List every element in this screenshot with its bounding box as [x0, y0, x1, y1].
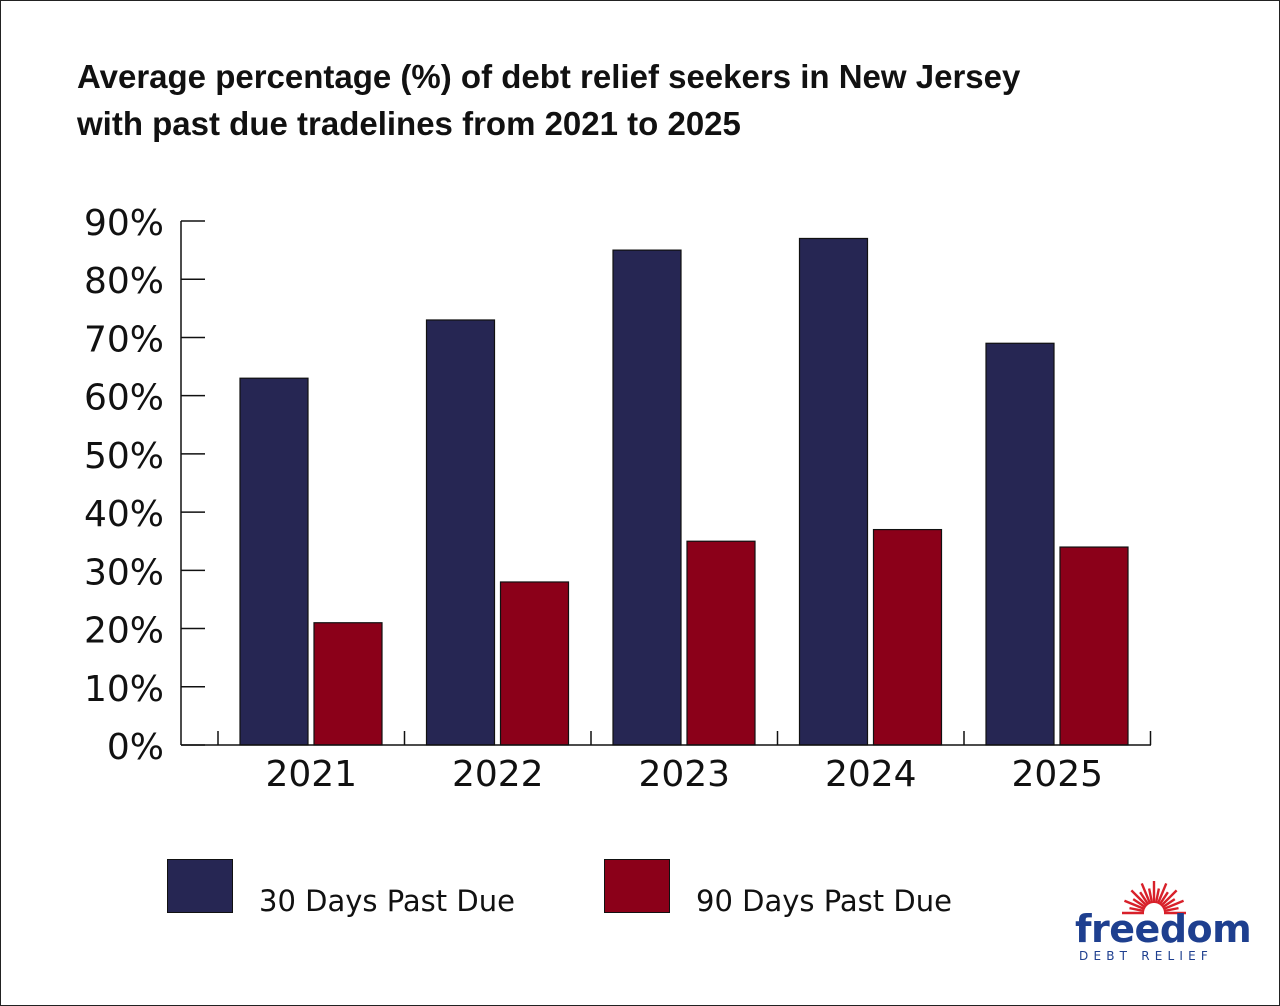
sun-ray — [1162, 899, 1185, 911]
sun-ray — [1130, 889, 1148, 907]
x-tick-label-2023: 2023 — [638, 754, 730, 795]
sun-ray — [1161, 898, 1176, 909]
legend-swatch-30-days — [167, 859, 233, 913]
sun-ray — [1132, 898, 1147, 909]
bar-30-days-2021 — [239, 377, 309, 746]
y-tick-label-0: 0% — [107, 727, 164, 768]
y-tick-label-70: 70% — [84, 319, 164, 360]
chart-title-line-1: Average percentage (%) of debt relief se… — [77, 58, 1021, 95]
sun-ray — [1123, 899, 1146, 911]
x-tick-label-2025: 2025 — [1011, 754, 1103, 795]
x-tick-label-2024: 2024 — [825, 754, 917, 795]
bar-90-days-2021 — [313, 622, 383, 746]
logo-subtitle: DEBT RELIEF — [1079, 949, 1214, 963]
bar-30-days-2023 — [612, 249, 682, 746]
y-tick-label-10: 10% — [84, 669, 164, 710]
x-tick-label-2022: 2022 — [452, 754, 544, 795]
freedom-debt-relief-logo: freedom DEBT RELIEF — [1069, 877, 1252, 967]
bar-30-days-2024 — [798, 237, 869, 746]
sun-ray — [1147, 888, 1154, 904]
y-tick-label-30: 30% — [84, 552, 164, 593]
legend-swatch-90-days — [604, 859, 670, 913]
sun-ray — [1139, 891, 1150, 906]
y-tick-label-60: 60% — [84, 378, 164, 419]
bar-90-days-2023 — [686, 540, 756, 746]
sun-icon — [1122, 881, 1186, 915]
logo-wordmark: freedom — [1075, 907, 1252, 951]
y-tick-label-20: 20% — [84, 611, 164, 652]
chart-title: Average percentage (%) of debt relief se… — [77, 53, 1177, 147]
chart-title-line-2: with past due tradelines from 2021 to 20… — [77, 105, 741, 142]
sun-ray — [1163, 906, 1179, 913]
legend-label-90-days: 90 Days Past Due — [696, 884, 952, 918]
sun-ray — [1140, 882, 1152, 905]
y-tick-label-80: 80% — [84, 261, 164, 302]
sun-ray — [1160, 889, 1178, 907]
bar-30-days-2022 — [425, 319, 496, 746]
bar-30-days-2025 — [985, 342, 1055, 746]
legend-label-30-days: 30 Days Past Due — [259, 884, 515, 918]
sun-ray — [1154, 888, 1161, 904]
y-tick-label-90: 90% — [84, 203, 164, 244]
x-tick-label-2021: 2021 — [265, 754, 357, 795]
y-tick-label-40: 40% — [84, 494, 164, 535]
y-tick-label-50: 50% — [84, 436, 164, 477]
sun-ray — [1129, 906, 1145, 913]
bar-90-days-2025 — [1059, 546, 1129, 746]
bar-90-days-2022 — [499, 581, 570, 746]
sun-ray — [1158, 891, 1169, 906]
bar-90-days-2024 — [872, 528, 943, 746]
sun-ray — [1156, 882, 1168, 905]
